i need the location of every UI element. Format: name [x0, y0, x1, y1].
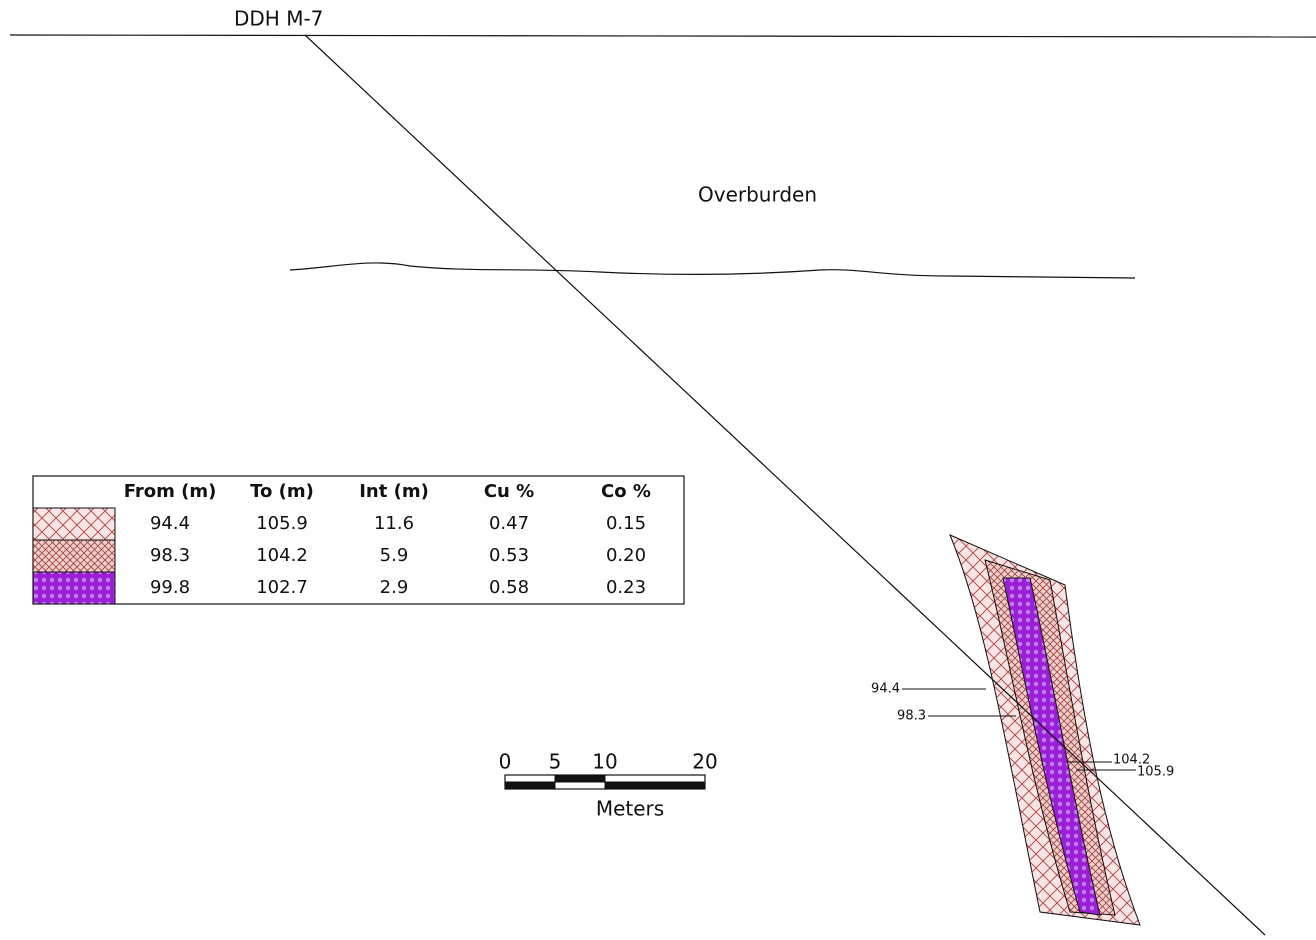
- scale-tick-label: 20: [692, 750, 717, 774]
- depth-label: 94.4: [871, 682, 900, 697]
- table-cell: 0.47: [489, 513, 529, 534]
- scale-seg: [505, 782, 555, 789]
- table-cell: 0.15: [606, 513, 646, 534]
- scale-seg: [555, 775, 605, 782]
- table-cell: 0.53: [489, 545, 529, 566]
- surface-line: [10, 35, 1316, 37]
- legend-swatch: [33, 540, 115, 572]
- table-cell: 105.9: [256, 513, 308, 534]
- overburden-label: Overburden: [698, 183, 817, 207]
- scale-tick-label: 0: [499, 750, 512, 774]
- table-cell: 0.20: [606, 545, 646, 566]
- drill-hole: [305, 35, 1265, 935]
- table-cell: 11.6: [374, 513, 414, 534]
- scale-seg: [605, 782, 705, 789]
- table-header: Int (m): [359, 481, 429, 502]
- depth-label: 98.3: [897, 709, 926, 724]
- table-cell: 0.58: [489, 577, 529, 598]
- table-cell: 5.9: [380, 545, 409, 566]
- table-cell: 99.8: [150, 577, 190, 598]
- table-cell: 98.3: [150, 545, 190, 566]
- table-header: Co %: [601, 481, 651, 502]
- table-cell: 94.4: [150, 513, 190, 534]
- scale-unit: Meters: [596, 797, 664, 821]
- table-cell: 102.7: [256, 577, 308, 598]
- cross-section: DDH M-7 Overburden Meters From (m) To (m)…: [0, 0, 1316, 940]
- scale-tick-label: 5: [549, 750, 562, 774]
- legend-swatch: [33, 508, 115, 540]
- table-cell: 2.9: [380, 577, 409, 598]
- depth-label: 105.9: [1137, 765, 1174, 780]
- drill-hole-label: DDH M-7: [234, 7, 323, 31]
- table-cell: 104.2: [256, 545, 308, 566]
- overburden-boundary: [290, 263, 1135, 278]
- table-header: To (m): [250, 481, 314, 502]
- table-header: From (m): [124, 481, 217, 502]
- legend-swatch: [33, 572, 115, 604]
- table-cell: 0.23: [606, 577, 646, 598]
- table-header: Cu %: [484, 481, 534, 502]
- scale-tick-label: 10: [592, 750, 617, 774]
